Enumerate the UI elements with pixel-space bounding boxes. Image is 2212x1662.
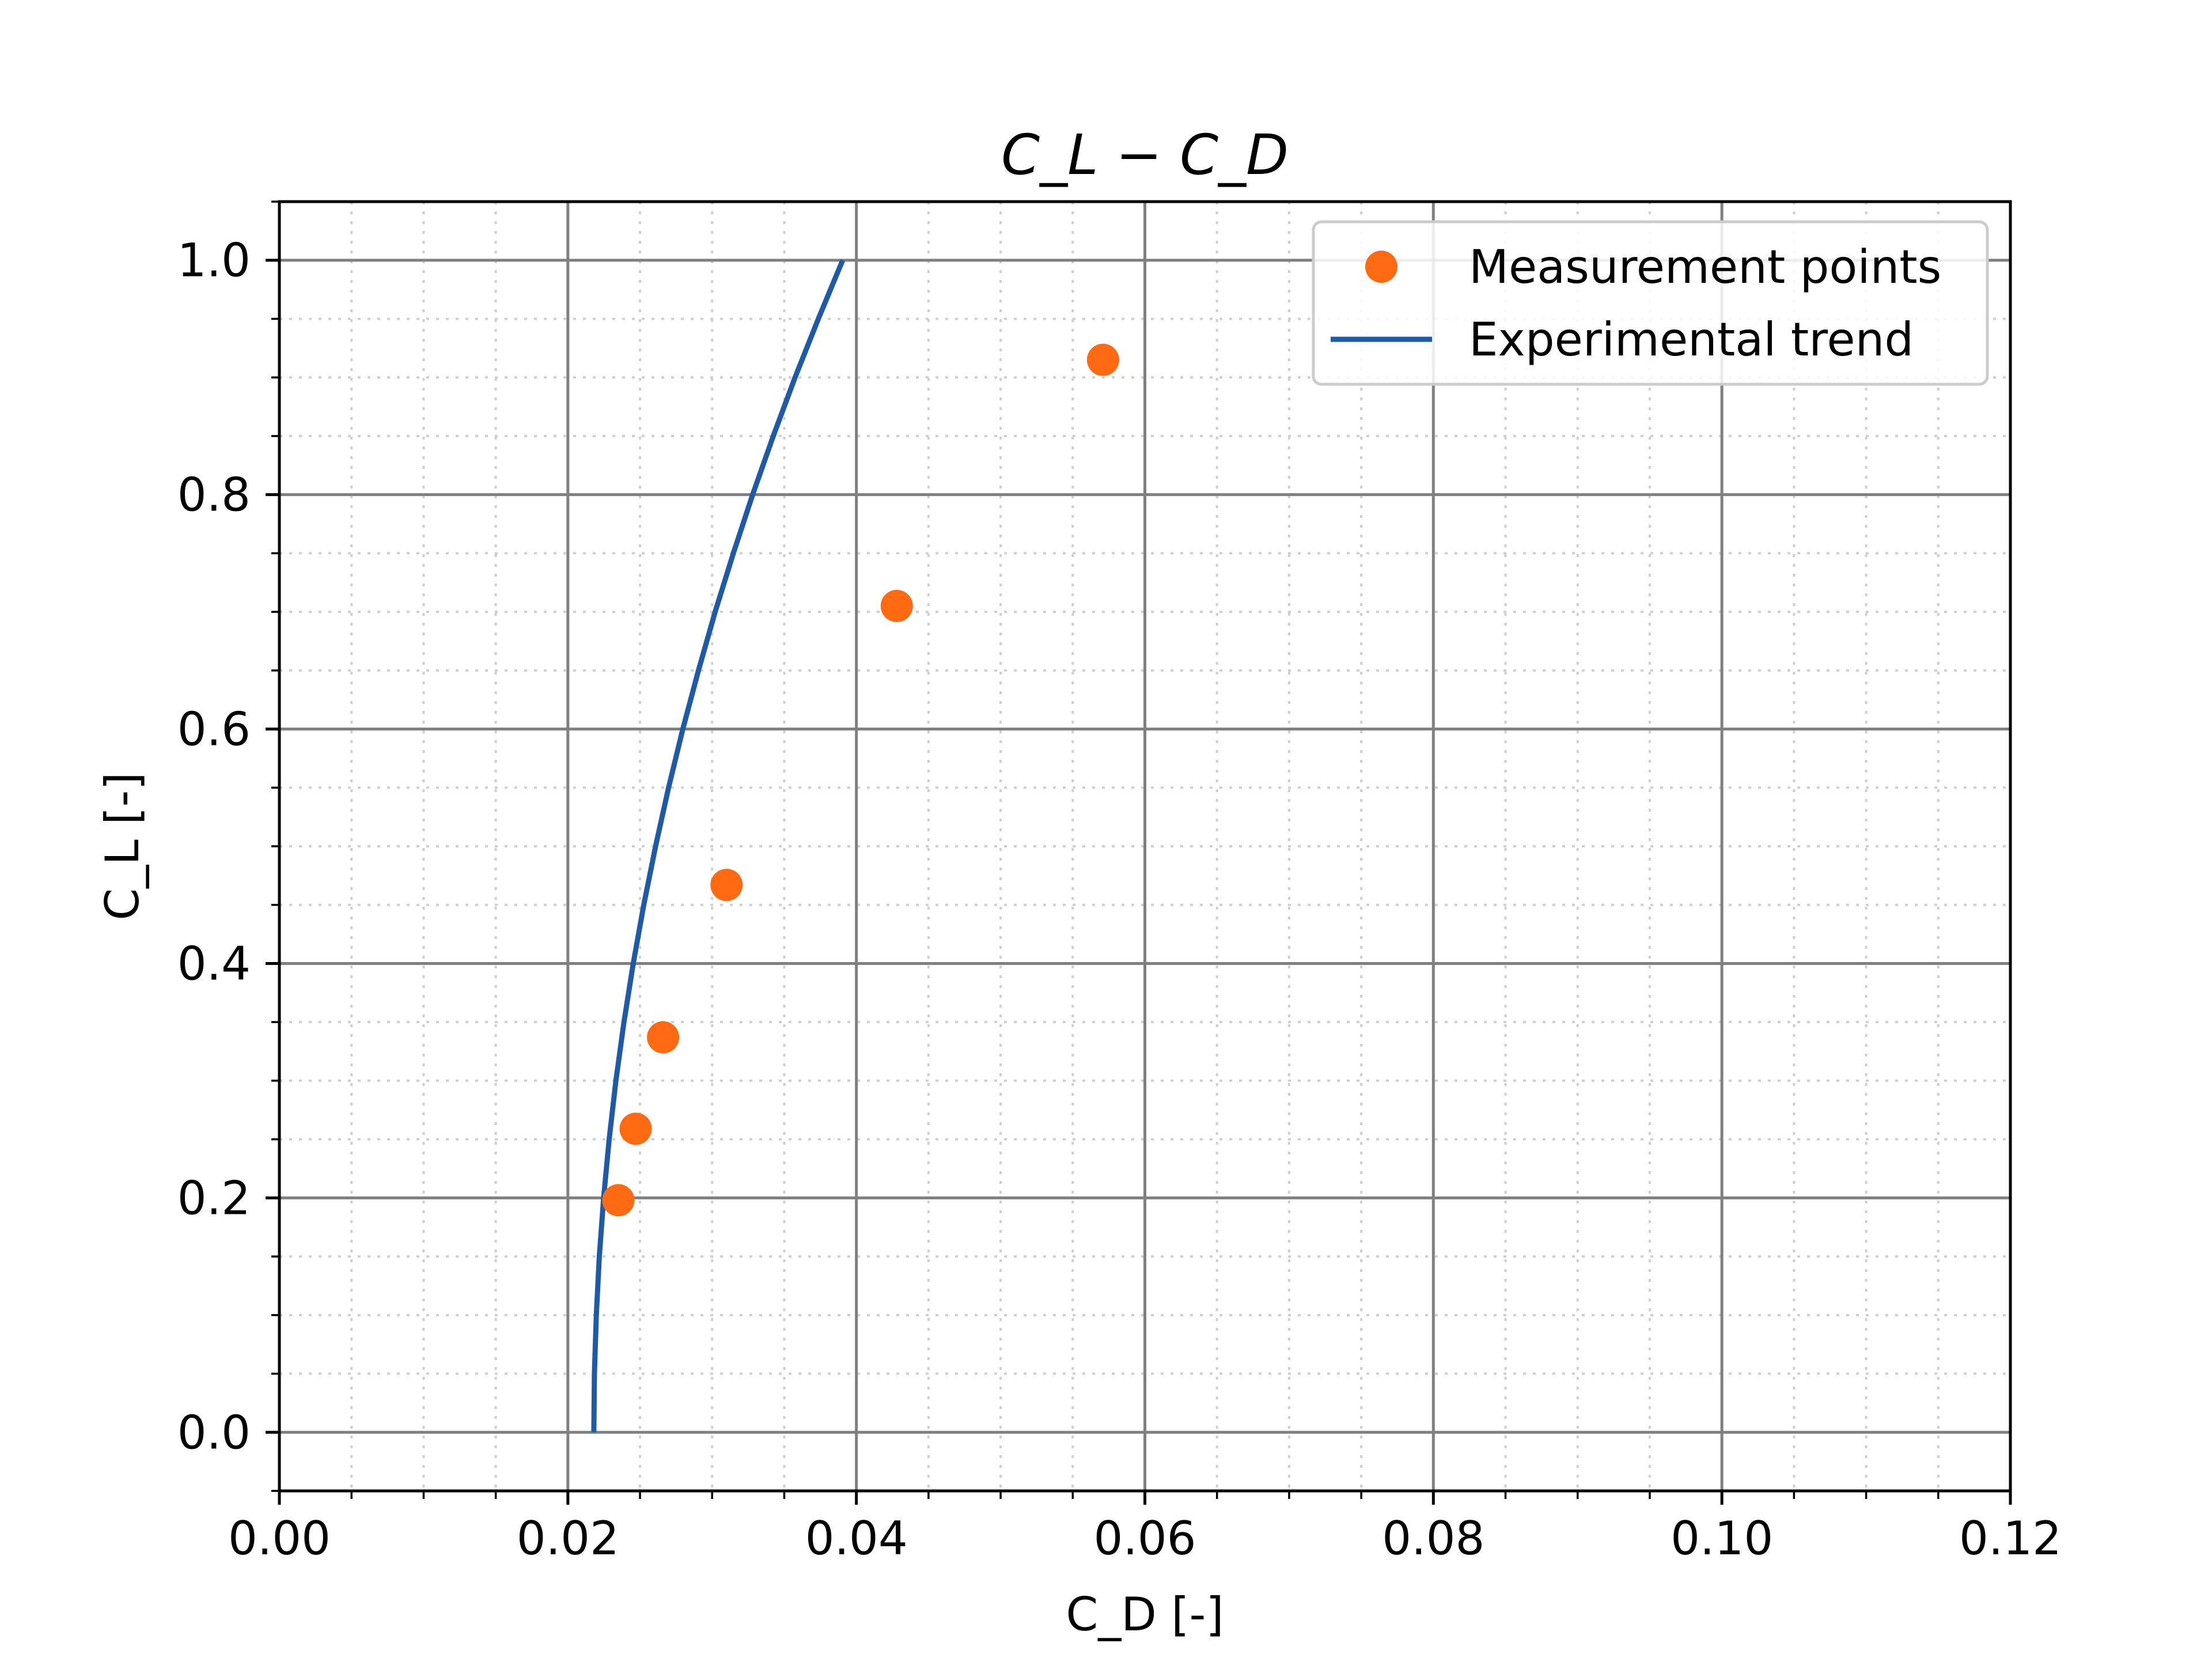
plot-frame bbox=[278, 200, 2012, 1493]
y-tick-label: 0.4 bbox=[177, 937, 251, 990]
y-tick-label: 0.8 bbox=[177, 468, 251, 522]
y-tick-label: 0.6 bbox=[177, 703, 251, 756]
y-tick-label: 0.2 bbox=[177, 1171, 251, 1225]
measurement-point bbox=[647, 1021, 680, 1054]
x-tick-label: 0.06 bbox=[1093, 1512, 1196, 1565]
y-tick-label: 1.0 bbox=[177, 234, 251, 287]
y-axis-label: C_L [-] bbox=[96, 772, 149, 920]
x-tick-label: 0.00 bbox=[228, 1512, 331, 1565]
legend-label-trend: Experimental trend bbox=[1469, 313, 1914, 366]
legend-marker-measurement bbox=[1365, 251, 1397, 283]
x-tick-label: 0.04 bbox=[805, 1512, 908, 1565]
chart-title: C_L − C_D bbox=[1001, 123, 1289, 187]
measurement-point bbox=[710, 869, 743, 902]
y-tick-label: 0.0 bbox=[177, 1406, 251, 1459]
measurement-point bbox=[880, 589, 913, 622]
x-tick-label: 0.08 bbox=[1382, 1512, 1484, 1565]
plot-area: 0.00 0.02 0.04 0.06 0.08 0.10 0.12 0.0 0.2 0.4 0.6… bbox=[96, 123, 2062, 1641]
measurement-point bbox=[1086, 343, 1119, 376]
x-axis-label: C_D [-] bbox=[1066, 1588, 1224, 1641]
x-tick-label: 0.02 bbox=[517, 1512, 619, 1565]
legend-label-measurement: Measurement points bbox=[1469, 240, 1941, 294]
x-tick-label: 0.10 bbox=[1671, 1512, 1773, 1565]
legend-box bbox=[1312, 220, 1989, 386]
measurement-point bbox=[602, 1184, 635, 1217]
measurement-point bbox=[619, 1112, 652, 1145]
x-tick-label: 0.12 bbox=[1959, 1512, 2062, 1565]
experimental-trend-line bbox=[591, 259, 846, 1433]
